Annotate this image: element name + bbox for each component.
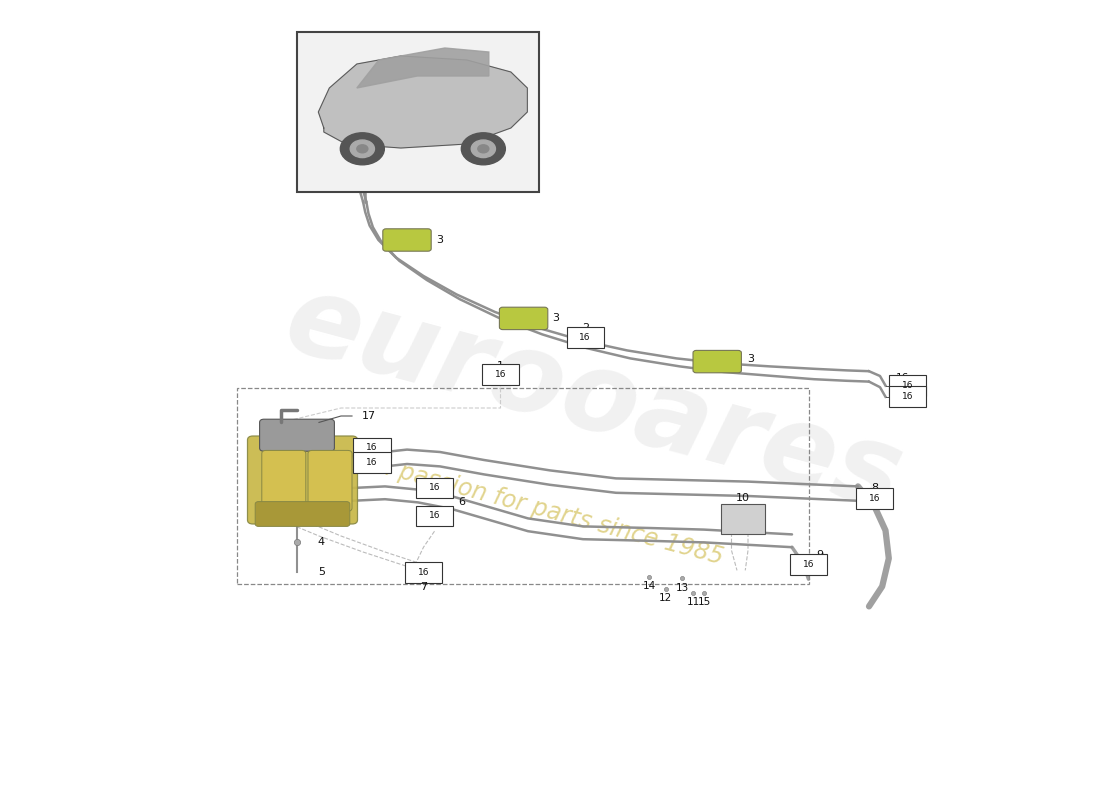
- Text: 16: 16: [429, 511, 440, 521]
- Text: 3: 3: [437, 235, 443, 245]
- Text: 3: 3: [552, 314, 559, 323]
- FancyBboxPatch shape: [262, 450, 306, 511]
- Circle shape: [461, 133, 505, 165]
- Circle shape: [350, 140, 374, 158]
- FancyBboxPatch shape: [308, 450, 352, 511]
- FancyBboxPatch shape: [693, 350, 741, 373]
- Text: 15: 15: [697, 598, 711, 607]
- Polygon shape: [356, 48, 488, 88]
- FancyBboxPatch shape: [856, 488, 893, 509]
- Circle shape: [471, 140, 495, 158]
- FancyBboxPatch shape: [499, 307, 548, 330]
- Text: 16: 16: [803, 560, 814, 570]
- Text: 16: 16: [366, 443, 377, 453]
- Text: 3: 3: [747, 354, 754, 364]
- Circle shape: [477, 145, 488, 153]
- FancyBboxPatch shape: [260, 419, 334, 451]
- Text: 2: 2: [582, 323, 588, 333]
- Text: eurooares: eurooares: [274, 266, 914, 534]
- FancyBboxPatch shape: [482, 364, 519, 385]
- Circle shape: [356, 145, 367, 153]
- Text: 16: 16: [429, 483, 440, 493]
- FancyBboxPatch shape: [405, 562, 442, 583]
- FancyBboxPatch shape: [255, 502, 350, 526]
- Text: 4: 4: [318, 538, 324, 547]
- Polygon shape: [318, 56, 527, 148]
- Circle shape: [340, 133, 384, 165]
- Text: 16: 16: [366, 458, 377, 467]
- FancyBboxPatch shape: [353, 438, 390, 458]
- Text: a passion for parts since 1985: a passion for parts since 1985: [374, 454, 726, 570]
- Text: 5: 5: [318, 567, 324, 577]
- FancyBboxPatch shape: [248, 436, 358, 524]
- FancyBboxPatch shape: [297, 32, 539, 192]
- Text: 16: 16: [895, 374, 909, 383]
- FancyBboxPatch shape: [720, 504, 764, 534]
- FancyBboxPatch shape: [790, 554, 827, 575]
- Text: 16: 16: [418, 568, 429, 578]
- Text: 10: 10: [736, 494, 749, 503]
- Text: 13: 13: [675, 583, 689, 593]
- Text: 11: 11: [686, 598, 700, 607]
- Text: 16: 16: [495, 370, 506, 379]
- FancyBboxPatch shape: [383, 229, 431, 251]
- Text: 16: 16: [869, 494, 880, 503]
- Text: 12: 12: [659, 594, 672, 603]
- FancyBboxPatch shape: [889, 375, 926, 396]
- Text: 16: 16: [902, 381, 913, 390]
- FancyBboxPatch shape: [889, 386, 926, 407]
- FancyBboxPatch shape: [353, 452, 390, 473]
- Text: 6: 6: [459, 498, 465, 507]
- Text: 14: 14: [642, 582, 656, 591]
- Text: 9: 9: [816, 550, 823, 560]
- Text: 16: 16: [580, 333, 591, 342]
- FancyBboxPatch shape: [416, 478, 453, 498]
- FancyBboxPatch shape: [416, 506, 453, 526]
- Text: 17: 17: [362, 411, 375, 421]
- Text: 8: 8: [871, 483, 878, 493]
- Text: 1: 1: [497, 361, 504, 370]
- Text: 16: 16: [902, 392, 913, 402]
- Text: 7: 7: [420, 582, 427, 592]
- FancyBboxPatch shape: [566, 327, 604, 348]
